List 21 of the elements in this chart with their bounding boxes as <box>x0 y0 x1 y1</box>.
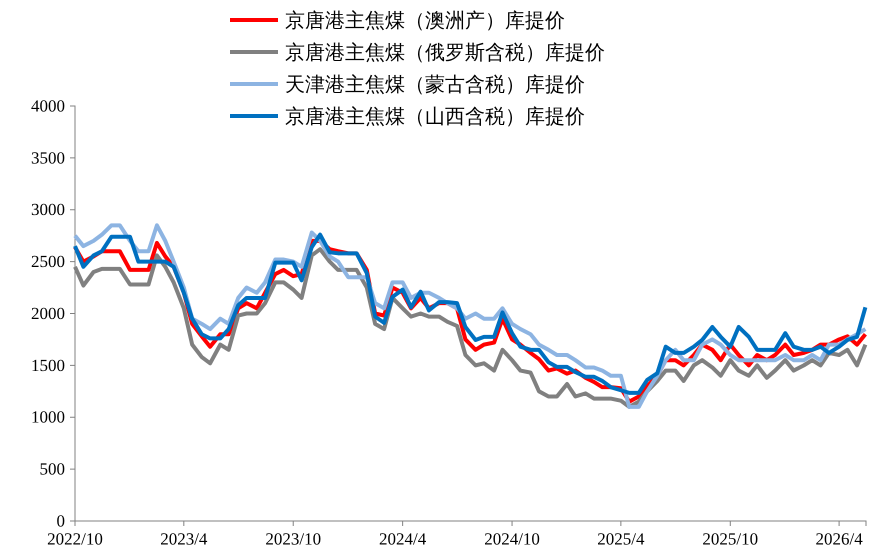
x-tick-label: 2024/10 <box>484 529 540 548</box>
y-tick-label: 3000 <box>31 200 65 220</box>
y-tick-label: 2500 <box>31 252 65 272</box>
legend-label: 天津港主焦煤（蒙古含税）库提价 <box>285 73 585 96</box>
x-tick-label: 2024/4 <box>379 529 427 548</box>
x-tick-label: 2023/10 <box>265 529 322 548</box>
legend-label: 京唐港主焦煤（澳洲产）库提价 <box>285 9 565 32</box>
legend-label: 京唐港主焦煤（山西含税）库提价 <box>285 105 585 128</box>
x-tick-label: 2025/4 <box>597 529 645 548</box>
x-tick-label: 2025/10 <box>702 529 758 548</box>
x-tick-label: 2026/4 <box>815 529 864 548</box>
y-tick-label: 3500 <box>31 148 65 168</box>
legend-label: 京唐港主焦煤（俄罗斯含税）库提价 <box>285 41 605 64</box>
y-tick-label: 1500 <box>31 356 65 375</box>
y-tick-label: 0 <box>56 511 65 530</box>
y-tick-label: 4000 <box>31 96 65 116</box>
x-tick-label: 2022/10 <box>47 529 103 548</box>
y-tick-label: 500 <box>40 460 65 479</box>
x-tick-label: 2023/4 <box>160 529 208 548</box>
y-tick-label: 2000 <box>31 304 65 323</box>
y-tick-label: 1000 <box>31 408 65 427</box>
